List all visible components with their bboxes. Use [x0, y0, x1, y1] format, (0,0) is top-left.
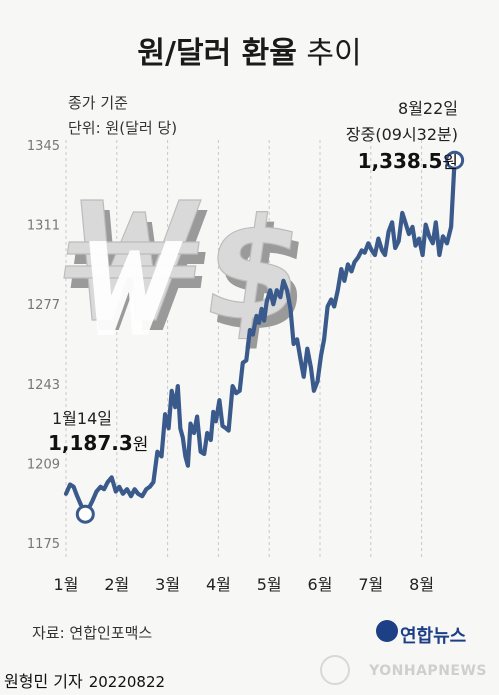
end-value-unit: 원 — [442, 153, 458, 173]
point-markers — [75, 150, 465, 524]
y-tick-label: 1209 — [27, 457, 60, 472]
x-tick-labels: 1월 2월 3월 4월 5월 6월 7월 8월 — [54, 575, 435, 594]
series-line — [63, 158, 457, 517]
basis-note: 종가 기준 — [68, 94, 128, 112]
x-tick-label: 6월 — [308, 575, 333, 594]
end-value-number: 1,338.5 — [357, 149, 443, 173]
chart-title: 원/달러 환율 추이 — [0, 28, 499, 72]
publish-date: 20220822 — [88, 673, 166, 691]
x-tick-label: 1월 — [54, 575, 79, 594]
grid-lines — [65, 140, 423, 560]
x-tick-label: 5월 — [257, 575, 282, 594]
y-tick-label: 1175 — [27, 537, 60, 552]
y-tick-label: 1345 — [27, 139, 60, 154]
x-tick-label: 3월 — [155, 575, 180, 594]
x-tick-label: 7월 — [358, 575, 383, 594]
rate-line — [63, 158, 457, 517]
source-note: 자료: 연합인포맥스 — [32, 624, 153, 642]
svg-text:$: $ — [194, 189, 314, 352]
start-value-label: 1,187.3원 — [48, 430, 148, 455]
yonhap-watermark-icon — [320, 655, 350, 685]
start-value-number: 1,187.3 — [48, 431, 133, 455]
agency-watermark: YONHAPNEWS — [369, 663, 487, 679]
x-tick-label: 4월 — [206, 575, 231, 594]
start-date-label: 1월14일 — [52, 409, 112, 428]
y-tick-label: 1243 — [27, 378, 60, 393]
yonhap-logo-icon — [376, 620, 398, 642]
start-value-unit: 원 — [132, 435, 149, 455]
end-time-label: 장중(09시32분) — [345, 125, 458, 144]
x-tick-label: 8월 — [409, 575, 434, 594]
start-point-marker — [75, 504, 95, 524]
y-tick-label: 1311 — [27, 219, 60, 234]
y-tick-label: 1277 — [27, 298, 60, 313]
title-main: 원/달러 환율 — [137, 36, 297, 71]
byline: 원형민 기자 20220822 — [4, 668, 165, 692]
unit-note: 단위: 원(달러 당) — [68, 119, 178, 137]
y-tick-labels: 1175 1209 1243 1277 1311 1345 — [27, 139, 60, 552]
reporter-name: 원형민 기자 — [4, 672, 83, 691]
title-suffix: 추이 — [296, 36, 362, 71]
won-dollar-3d-symbol-icon: $ $ — [63, 188, 321, 362]
svg-text:$: $ — [200, 199, 320, 362]
end-date-label: 8월22일 — [398, 99, 458, 118]
end-value-label: 1,338.5원 — [358, 148, 458, 173]
x-tick-label: 2월 — [104, 575, 129, 594]
yonhap-logo-text: 연합뉴스 — [400, 626, 467, 647]
